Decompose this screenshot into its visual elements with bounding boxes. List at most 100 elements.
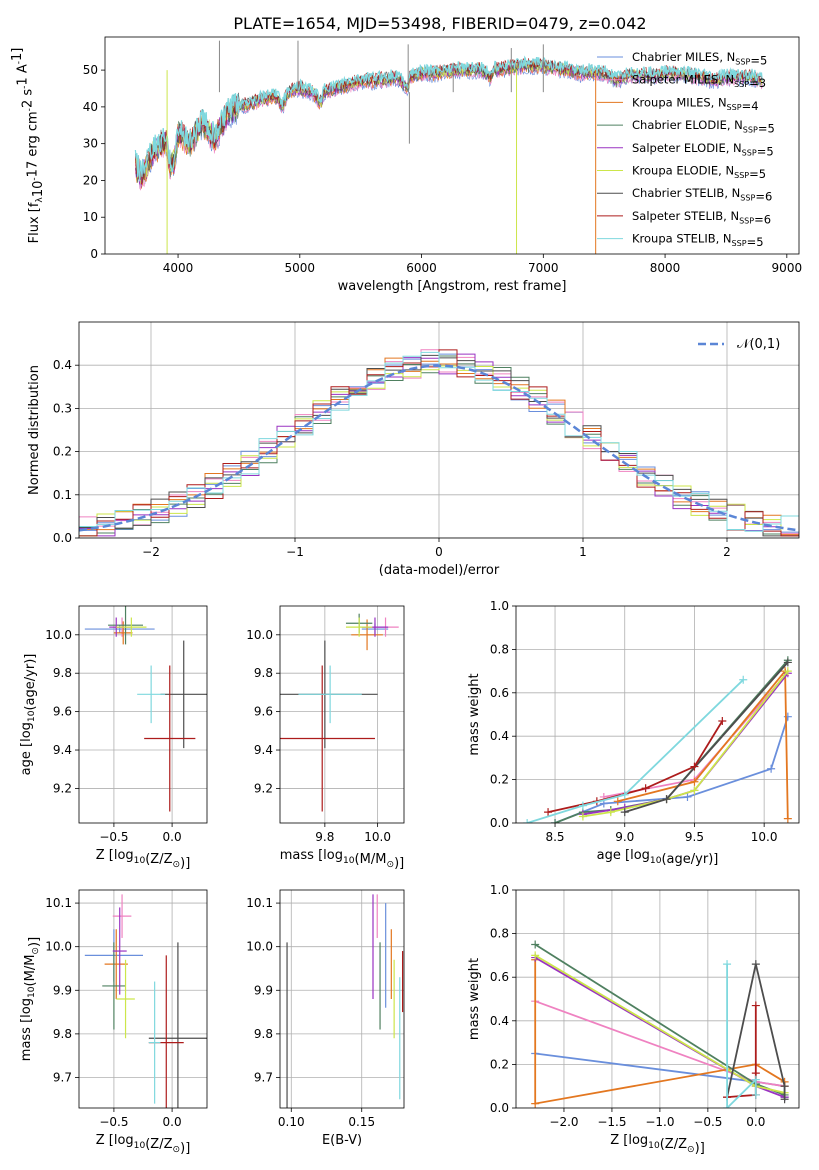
mass-weight-marker [683, 792, 692, 801]
x-tick-label: 10.0 [364, 830, 391, 844]
mass-vs-EBV-panel: 0.10 0.15 9.7 9.8 9.9 10.0 10.1 E(B-V) [246, 889, 405, 1148]
x-axis-label: wavelength [Angstrom, rest frame] [338, 279, 567, 294]
x-tick-label: 8.5 [545, 830, 564, 844]
y-tick-label: 9.8 [53, 1027, 72, 1041]
y-tick-label: 9.2 [254, 781, 273, 795]
mass-weight-marker [780, 1095, 789, 1104]
y-tick-label: 1.0 [490, 883, 509, 897]
y-tick-label: 10.0 [45, 628, 72, 642]
mass-weight-marker [620, 808, 629, 817]
y-tick-label: 10.0 [246, 628, 273, 642]
x-tick-label: −1.5 [597, 1115, 626, 1129]
y-tick-label: 0.2 [490, 1057, 509, 1071]
x-tick-label: 7000 [528, 261, 559, 275]
spectrum-panel-plot-area [134, 40, 763, 254]
x-tick-label: 8000 [650, 261, 681, 275]
mass-weight-marker [606, 808, 615, 817]
mass-weight-line [526, 679, 744, 823]
x-tick-label: 1 [579, 545, 587, 559]
y-tick-label: 20 [83, 173, 98, 187]
mass-weight-marker [783, 667, 792, 676]
mass-weight-marker [531, 951, 540, 960]
x-tick-label: 4000 [163, 261, 194, 275]
x-tick-label: 9.0 [615, 830, 634, 844]
x-tick-label: −2.0 [549, 1115, 578, 1129]
x-tick-label: 0.0 [163, 1115, 182, 1129]
residual-histogram [79, 354, 799, 538]
y-tick-label: 1.0 [490, 599, 509, 613]
plots-group: 4000 5000 6000 7000 8000 900001020304050wavel… [10, 36, 803, 1156]
y-tick-label: 10.0 [246, 940, 273, 954]
y-tick-label: 9.8 [254, 666, 273, 680]
legend-label: Chabrier STELIB, NSSP=6 [632, 186, 772, 203]
mass-weight-marker [751, 960, 760, 969]
gaussian-curve [79, 364, 799, 532]
y-tick-label: 9.8 [254, 1027, 273, 1041]
mass-weight-line [617, 668, 789, 819]
age-vs-mass-panel-plot-area [280, 606, 404, 823]
y-tick-label: 9.8 [53, 666, 72, 680]
x-tick-label: 9000 [772, 261, 803, 275]
mass-weight-line [726, 964, 757, 1108]
mass-weight-marker [531, 1099, 540, 1108]
mass-weight-marker [723, 960, 732, 969]
y-tick-label: 0.1 [53, 488, 72, 502]
mass-weight-marker [767, 764, 776, 773]
y-tick-label: 9.7 [254, 1070, 273, 1084]
mass-weight-marker [531, 940, 540, 949]
y-tick-label: 0.3 [53, 401, 72, 415]
mass-weight-vs-Z-panel-plot-area [516, 890, 799, 1108]
mass-weight-line [726, 963, 786, 1100]
mass-weight-marker [551, 819, 560, 823]
axes-frame [104, 36, 800, 255]
x-tick-label: −0.5 [693, 1115, 722, 1129]
age-vs-Z-panel-plot-area [79, 606, 207, 823]
mass-weight-marker [544, 808, 553, 817]
x-tick-label: 0.0 [746, 1115, 765, 1129]
y-tick-label: 0.4 [53, 358, 72, 372]
x-tick-label: −1.0 [645, 1115, 674, 1129]
x-tick-label: 5000 [285, 261, 316, 275]
mass-weight-marker [578, 801, 587, 810]
spectrum-line [134, 55, 763, 182]
y-axis-label: Normed distribution [27, 365, 42, 495]
x-tick-label: 0.10 [278, 1115, 305, 1129]
y-tick-label: 0 [90, 247, 98, 261]
mass-vs-EBV-panel-plot-area [280, 890, 404, 1108]
y-tick-label: 0.2 [53, 445, 72, 459]
x-tick-label: 0.0 [163, 830, 182, 844]
mass-weight-vs-Z-panel: −2.0 −1.5 −1.0 −0.5 0.00.00.20.40.60.81.0Z [… [467, 883, 800, 1156]
y-tick-label: 9.9 [53, 983, 72, 997]
mass-weight-marker [751, 1090, 760, 1099]
x-axis-label: (data-model)/error [379, 563, 500, 578]
axes-frame [515, 605, 800, 824]
legend-label: Kroupa STELIB, NSSP=5 [632, 232, 764, 249]
mass-weight-marker [620, 790, 629, 799]
figure-title: PLATE=1654, MJD=53498, FIBERID=0479, z=0… [233, 14, 646, 33]
y-tick-label: 9.4 [254, 743, 273, 757]
axes-frame [78, 889, 208, 1109]
legend-label: Salpeter STELIB, NSSP=6 [632, 209, 771, 226]
x-tick-label: 6000 [406, 261, 437, 275]
y-tick-label: 0.8 [490, 642, 509, 656]
mass-weight-marker [751, 1001, 760, 1010]
legend-label: 𝒩(0,1) [737, 337, 780, 352]
y-tick-label: 0.0 [490, 816, 509, 830]
mass-weight-marker [578, 812, 587, 821]
y-tick-label: 9.2 [53, 781, 72, 795]
mass-weight-marker [783, 658, 792, 667]
mass-weight-marker [723, 1104, 732, 1108]
x-tick-label: 10.0 [751, 830, 778, 844]
y-tick-label: 9.4 [53, 743, 72, 757]
residual-panel-plot-area [79, 322, 799, 538]
mass-weight-marker [718, 717, 727, 726]
y-tick-label: 9.6 [254, 705, 273, 719]
residual-histogram [79, 351, 799, 538]
y-tick-label: 10 [83, 210, 98, 224]
y-tick-label: 10.1 [45, 896, 72, 910]
axes-frame [78, 605, 208, 824]
y-tick-label: 0.0 [53, 531, 72, 545]
mass-vs-Z-panel-plot-area [79, 890, 207, 1108]
x-tick-label: 0.15 [348, 1115, 375, 1129]
